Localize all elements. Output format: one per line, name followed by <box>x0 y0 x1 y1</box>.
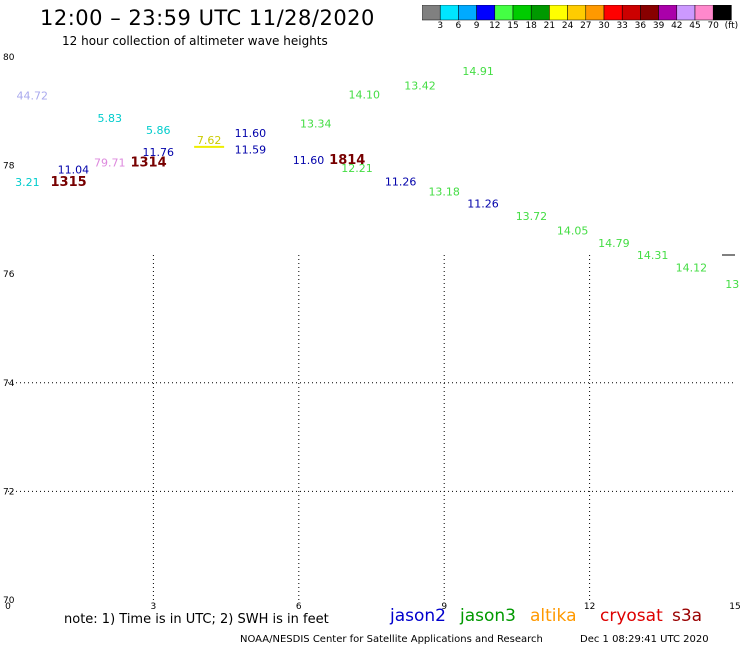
wave-height-label: 14.91 <box>462 65 494 78</box>
color-scale-tick: 30 <box>598 21 610 31</box>
wave-height-label: 11.76 <box>142 146 174 159</box>
color-swatch <box>712 5 732 21</box>
wave-height-label: 11.60 <box>293 154 325 167</box>
wave-height-label: 11.60 <box>235 127 267 140</box>
wave-height-label: 1315 <box>50 175 86 190</box>
wave-height-label: 1814 <box>329 153 365 168</box>
wave-height-label: 14.12 <box>676 261 708 274</box>
y-tick-label: 80 <box>3 53 15 63</box>
color-scale-tick: 27 <box>580 21 592 31</box>
wave-height-label: 13.18 <box>428 185 460 198</box>
wave-height-label: 13.34 <box>300 118 332 131</box>
x-tick-label: 12 <box>584 602 595 612</box>
satellite-legend-item: cryosat <box>600 606 663 626</box>
wave-height-label: 13. <box>725 278 740 291</box>
satellite-legend-item: jason3 <box>460 606 516 626</box>
satellite-legend-item: jason2 <box>390 606 446 626</box>
credit-text: NOAA/NESDIS Center for Satellite Applica… <box>240 634 543 645</box>
wave-height-label: 11.26 <box>467 197 499 210</box>
y-tick-label: 70 <box>3 596 15 606</box>
x-tick-label: 9 <box>441 602 447 612</box>
y-tick-label: 76 <box>3 270 15 280</box>
color-scale-tick: (ft) <box>724 21 739 31</box>
wave-height-label: 13.72 <box>516 210 548 223</box>
color-scale-tick: 70 <box>707 21 719 31</box>
chart-title: 12:00 – 23:59 UTC 11/28/2020 <box>40 6 375 30</box>
color-scale-tick: 9 <box>473 21 480 31</box>
color-scale-tick: 45 <box>689 21 701 31</box>
satellite-legend-item: s3a <box>672 606 703 626</box>
wave-height-label: 14.05 <box>557 225 589 238</box>
color-scale-tick: 6 <box>455 21 462 31</box>
wave-height-label: 3.21 <box>15 176 40 189</box>
chart-subtitle: 12 hour collection of altimeter wave hei… <box>62 34 328 48</box>
y-tick-label: 74 <box>3 379 15 389</box>
wave-height-label: 14.10 <box>348 88 380 101</box>
wave-height-label: 1314 <box>130 156 166 171</box>
timestamp-text: Dec 1 08:29:41 UTC 2020 <box>580 634 709 645</box>
satellite-legend-item: altika <box>530 606 577 626</box>
x-tick-label: 6 <box>296 602 302 612</box>
wave-height-label: 5.86 <box>146 124 171 137</box>
wave-height-label: 5.83 <box>98 112 123 125</box>
color-scale-tick: 24 <box>561 21 574 31</box>
y-tick-label: 78 <box>3 162 15 172</box>
x-tick-label: 3 <box>151 602 157 612</box>
footer-note: note: 1) Time is in UTC; 2) SWH is in fe… <box>64 612 329 627</box>
color-scale-bar <box>422 5 732 21</box>
wave-height-label: 12.21 <box>341 162 373 175</box>
color-scale-tick: 33 <box>616 21 628 31</box>
wave-height-label: 7.62 <box>197 134 222 147</box>
color-scale-tick: 12 <box>489 21 501 31</box>
x-tick-label: 0 <box>5 602 11 612</box>
wave-height-label: 11.59 <box>235 144 267 157</box>
wave-height-label: 44.72 <box>16 89 48 102</box>
wave-height-label: 11.26 <box>385 176 417 189</box>
color-scale-tick: 18 <box>525 21 537 31</box>
x-tick-label: 15 <box>729 602 740 612</box>
wave-height-label: 14.31 <box>637 249 669 262</box>
wave-height-label: 13.42 <box>404 80 436 93</box>
wave-height-label: 14.79 <box>598 237 630 250</box>
wave-height-label: 11.04 <box>58 164 90 177</box>
wave-height-label: 79.71 <box>94 157 126 170</box>
color-scale-tick: 15 <box>507 21 519 31</box>
color-scale-tick: 42 <box>671 21 683 31</box>
color-scale-tick: 36 <box>634 21 647 31</box>
color-scale-tick: 39 <box>652 21 665 31</box>
color-scale-tick: 3 <box>437 21 444 31</box>
color-scale-tick: 21 <box>543 21 556 31</box>
y-tick-label: 72 <box>3 487 14 497</box>
